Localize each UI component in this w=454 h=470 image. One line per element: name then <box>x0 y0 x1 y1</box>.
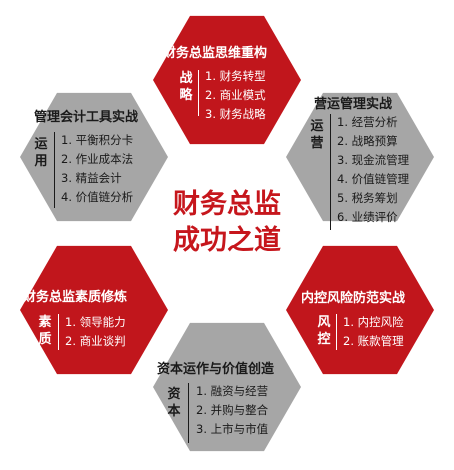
list-item: 1. 经营分析 <box>337 115 398 129</box>
panel-risk-control-side: 风 控 <box>317 315 331 347</box>
list-item: 1. 融资与经营 <box>196 384 269 398</box>
list-item: 1. 内控风险 <box>343 315 404 329</box>
center-title: 财务总监 成功之道 <box>147 187 307 259</box>
list-item: 1. 财务转型 <box>205 69 266 83</box>
panel-accounting-tools-side: 运 用 <box>34 137 48 169</box>
list-item: 2. 账款管理 <box>343 334 404 348</box>
list-item: 3. 精益会计 <box>61 171 122 185</box>
panel-operations-side: 运 营 <box>310 119 324 151</box>
panel-capital-items: 1. 融资与经营 2. 并购与整合 3. 上市与市值 <box>196 382 268 439</box>
list-item: 5. 税务筹划 <box>337 191 398 205</box>
panel-operations-items: 1. 经营分析 2. 战略预算 3. 现金流管理 4. 价值链管理 5. 税务筹… <box>337 113 409 227</box>
panel-capital-side: 资 本 <box>167 387 181 419</box>
list-item: 1. 领导能力 <box>65 315 126 329</box>
list-item: 2. 并购与整合 <box>196 403 269 417</box>
upper-right-hexagon <box>286 92 434 222</box>
panel-operations-divider <box>330 114 331 230</box>
panel-strategy-side: 战 略 <box>179 71 193 103</box>
panel-risk-control-divider <box>336 314 337 350</box>
list-item: 2. 战略预算 <box>337 134 398 148</box>
center-title-line2: 成功之道 <box>173 225 281 256</box>
panel-operations-title: 营运管理实战 <box>314 97 393 112</box>
list-item: 4. 价值链管理 <box>337 172 410 186</box>
panel-risk-control-items: 1. 内控风险 2. 账款管理 <box>343 313 404 351</box>
lower-right-hexagon <box>286 245 434 375</box>
list-item: 2. 商业谈判 <box>65 334 126 348</box>
panel-risk-control-title: 内控风险防范实战 <box>301 291 406 306</box>
list-item: 3. 上市与市值 <box>196 422 269 436</box>
panel-accounting-tools-title: 管理会计工具实战 <box>34 110 139 125</box>
panel-strategy-title: 财务总监思维重构 <box>163 46 268 61</box>
list-item: 2. 作业成本法 <box>61 152 134 166</box>
list-item: 1. 平衡积分卡 <box>61 133 134 147</box>
list-item: 6. 业绩评价 <box>337 210 398 224</box>
panel-accounting-tools-divider <box>54 132 55 208</box>
panel-strategy-divider <box>198 70 199 116</box>
list-item: 2. 商业模式 <box>205 88 266 102</box>
upper-left-hexagon <box>20 92 168 222</box>
panel-qualities-side: 素 质 <box>38 315 52 347</box>
panel-capital-divider <box>188 383 189 443</box>
top-hexagon <box>153 15 301 145</box>
panel-qualities-items: 1. 领导能力 2. 商业谈判 <box>65 313 126 351</box>
list-item: 3. 财务战略 <box>205 107 266 121</box>
center-title-line1: 财务总监 <box>173 189 281 220</box>
center-hexagon <box>153 168 301 298</box>
lower-left-hexagon <box>20 245 168 375</box>
panel-strategy-items: 1. 财务转型 2. 商业模式 3. 财务战略 <box>205 67 266 124</box>
panel-qualities-divider <box>58 314 59 350</box>
panel-capital-title: 资本运作与价值创造 <box>157 362 275 377</box>
list-item: 4. 价值链分析 <box>61 190 134 204</box>
panel-qualities-title: 财务总监素质修炼 <box>23 290 128 305</box>
list-item: 3. 现金流管理 <box>337 153 410 167</box>
bottom-hexagon <box>153 322 301 452</box>
panel-accounting-tools-items: 1. 平衡积分卡 2. 作业成本法 3. 精益会计 4. 价值链分析 <box>61 131 133 207</box>
